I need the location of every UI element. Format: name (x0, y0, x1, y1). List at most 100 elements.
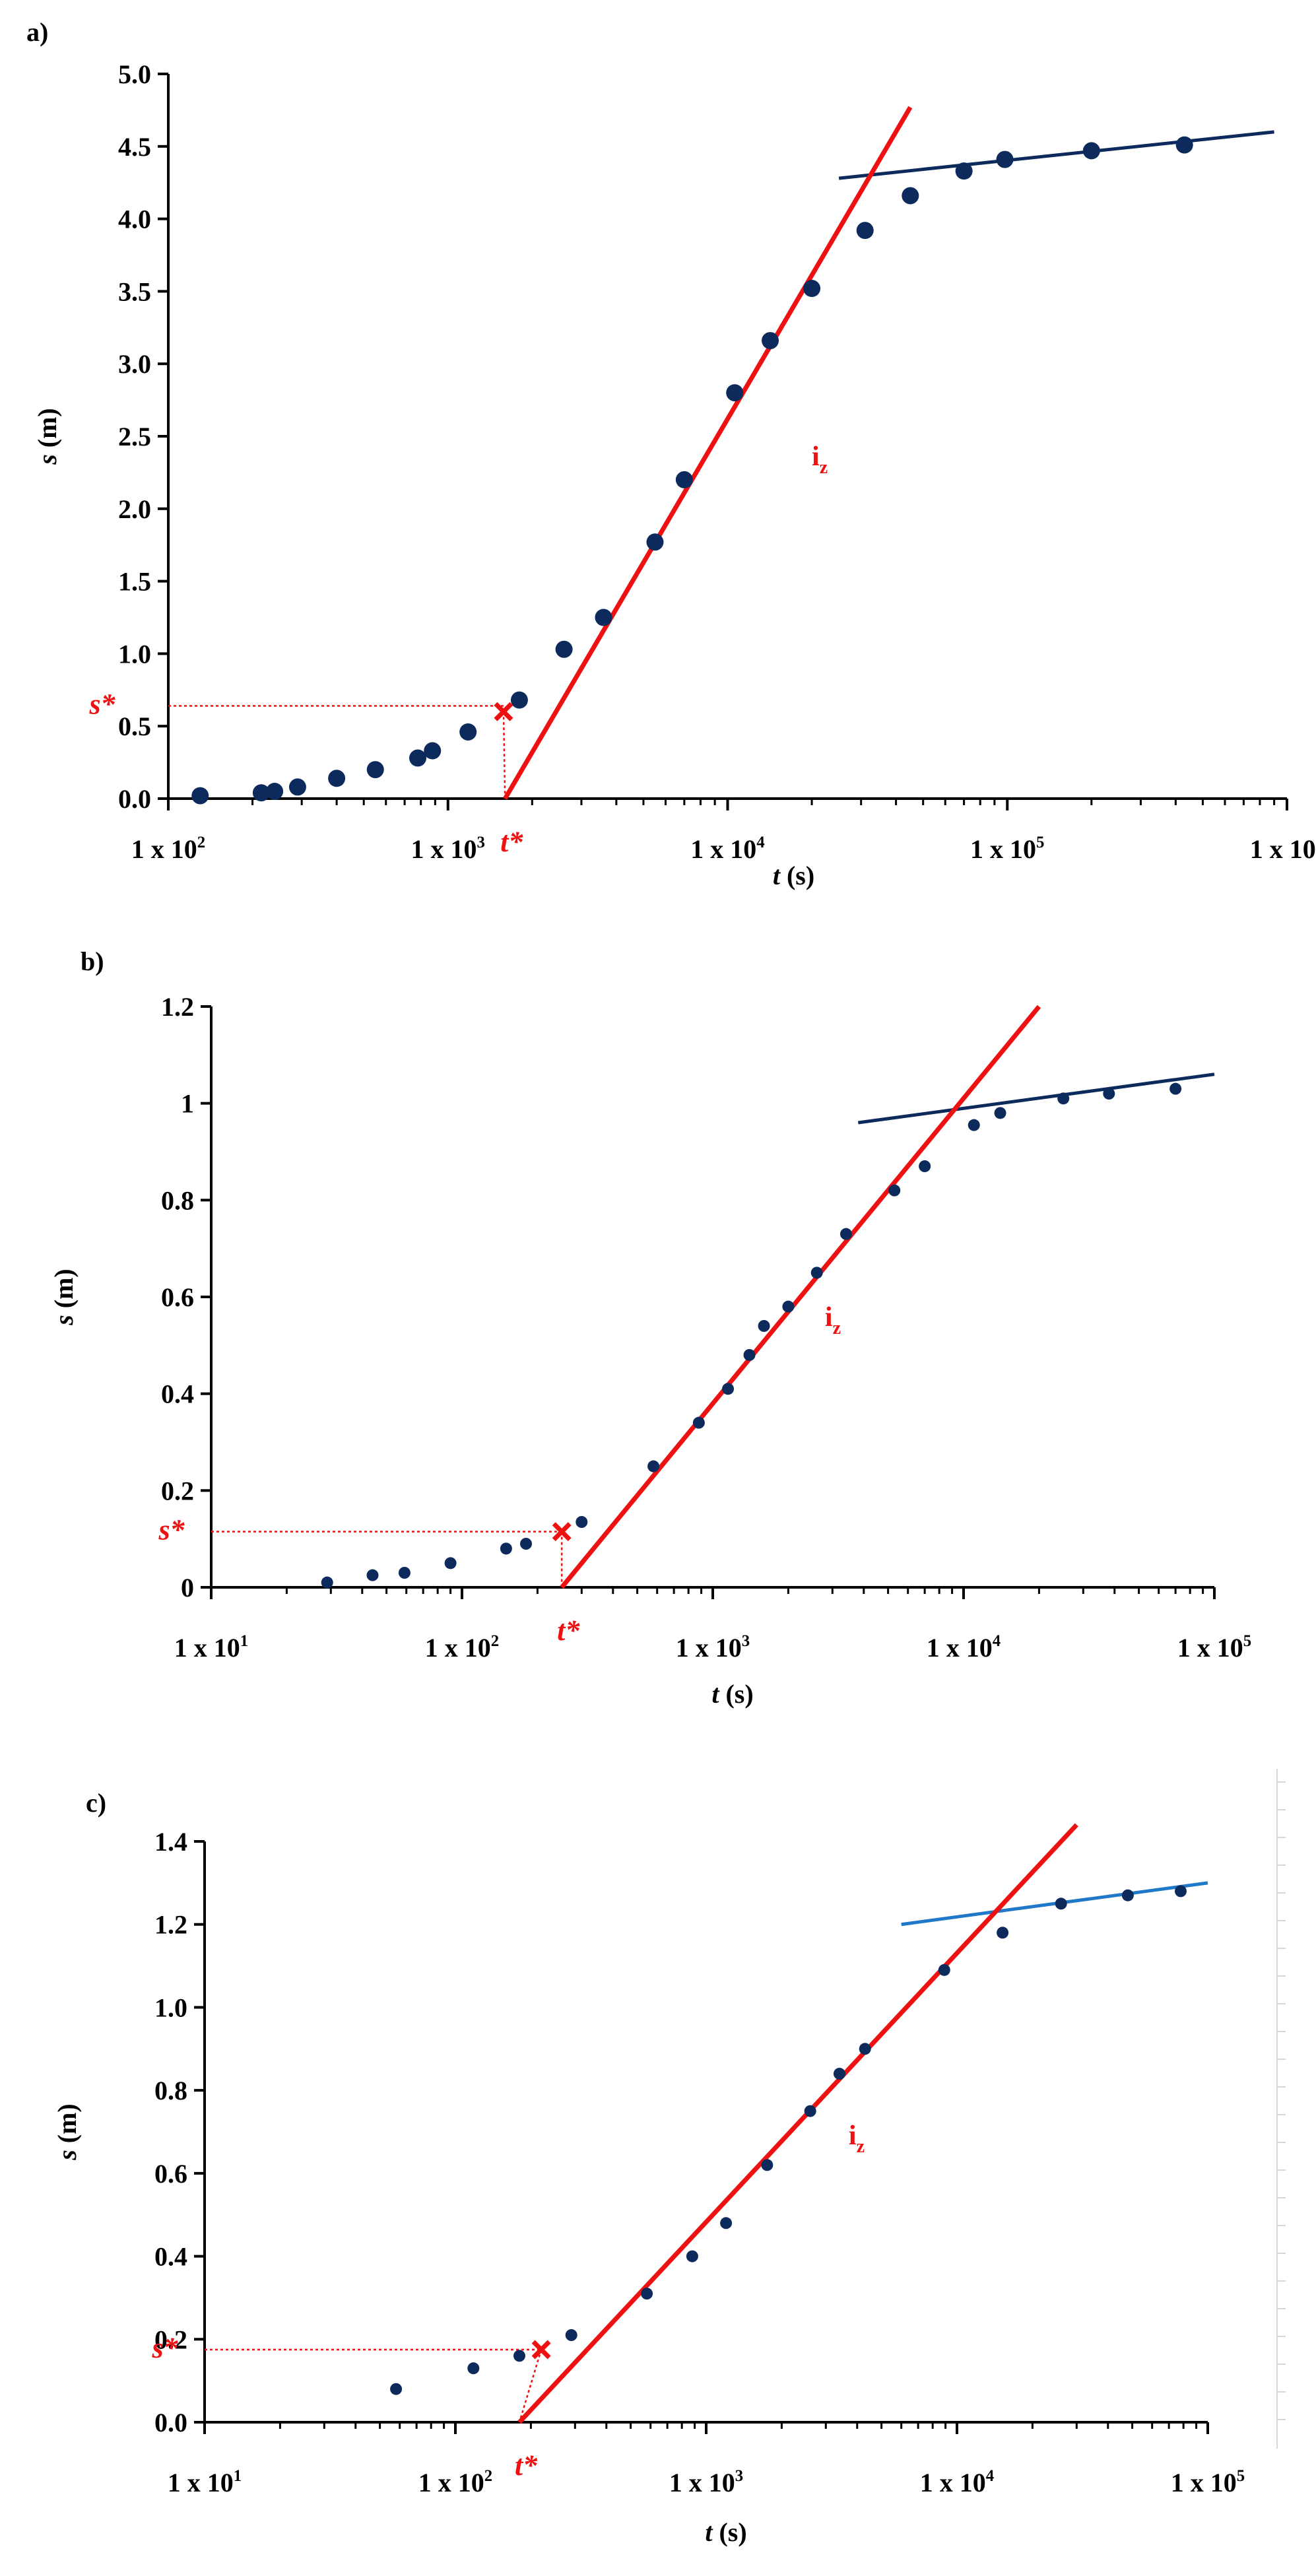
data-point (888, 1184, 901, 1197)
x-tick-label: 1 x 103 (676, 1632, 750, 1663)
data-point (1169, 1082, 1182, 1095)
data-point (968, 1119, 980, 1131)
x-tick-label: 1 x 105 (1177, 1632, 1251, 1663)
data-point (692, 1416, 705, 1429)
data-point (288, 778, 306, 796)
y-tick-label: 1.2 (161, 992, 194, 1022)
x-tick-label: 1 x 104 (690, 834, 764, 864)
chart-panel-b: b) 0 0.2 0.4 0.6 0.8 1 1.2 1 x 101 1 x 102 1 x 103… (49, 946, 1251, 1709)
data-point (839, 1228, 852, 1240)
panel-label: a) (26, 17, 48, 47)
data-point (555, 640, 573, 658)
x-axis-title: t (s) (705, 2517, 746, 2547)
x-tick-label: 1 x 101 (168, 2467, 242, 2497)
y-tick-label: 0 (181, 1573, 194, 1602)
data-point (996, 150, 1014, 168)
data-point (641, 2288, 653, 2300)
y-tick-label: 1.5 (118, 567, 151, 597)
data-point (1103, 1088, 1115, 1100)
x-tick-label: 1 x 105 (1171, 2467, 1245, 2497)
s-star-label: s* (88, 688, 115, 720)
data-point (1082, 142, 1100, 160)
data-point (997, 1927, 1009, 1939)
data-point (1175, 136, 1193, 154)
t-star-guide (502, 711, 506, 799)
data-point (191, 787, 209, 805)
y-tick-label: 0.2 (154, 2325, 187, 2354)
t-star-guide (518, 2349, 543, 2423)
data-point (761, 2159, 773, 2171)
x-tick-label: 1 x 104 (927, 1632, 1001, 1663)
data-point (919, 1160, 931, 1172)
data-point (856, 222, 874, 240)
y-tick-label: 0.2 (161, 1476, 194, 1505)
y-tick-label: 2.0 (118, 494, 151, 524)
y-tick-label: 2.5 (118, 422, 151, 451)
y-tick-label: 0.8 (154, 2076, 187, 2105)
x-tick-label: 1 x 101 (174, 1632, 248, 1663)
s-star-label: s* (151, 2332, 178, 2364)
x-axis-title: t (s) (773, 861, 814, 890)
chart-panel-c: c) 0.0 0.2 0.4 0.6 0.8 1.0 1.2 1.4 1 x 101 1 x 102… (52, 1788, 1245, 2547)
y-tick-label: 0.0 (118, 784, 151, 814)
data-point (398, 1567, 411, 1579)
data-point (1121, 1889, 1134, 1901)
y-tick-label: 1 (181, 1089, 194, 1119)
data-point (321, 1576, 333, 1589)
y-tick-label: 0.4 (154, 2242, 187, 2272)
y-tick-label: 4.5 (118, 132, 151, 162)
data-point (647, 1460, 660, 1472)
x-tick-label: 1 x 102 (418, 2467, 492, 2497)
iz-line (517, 1823, 1078, 2424)
iz-label: iz (812, 442, 828, 478)
data-point (252, 784, 270, 802)
y-tick-label: 0.0 (154, 2408, 187, 2437)
data-point (366, 1569, 379, 1581)
data-point (1057, 1092, 1070, 1105)
chart-panel-a: a) 0.0 0.5 1.0 1.5 2.0 2.5 3.0 3.5 4.0 4.5 5.0 1 x 1… (26, 17, 1316, 890)
iz-line (560, 1005, 1041, 1589)
data-point (955, 162, 973, 180)
x-tick-label: 1 x 106 (1250, 834, 1316, 864)
iz-label: iz (825, 1302, 841, 1338)
y-tick-label: 1.0 (118, 639, 151, 669)
x-tick-label: 1 x 102 (425, 1632, 499, 1663)
y-axis-title: s (m) (52, 2103, 82, 2161)
y-tick-label: 0.5 (118, 711, 151, 741)
data-point (328, 770, 346, 787)
data-point (994, 1107, 1006, 1119)
late-fit-line (857, 1073, 1215, 1125)
data-point (743, 1349, 756, 1361)
data-point (762, 332, 779, 350)
y-axis-title: s (m) (49, 1269, 79, 1326)
data-point (513, 2350, 526, 2362)
data-point (409, 749, 427, 767)
late-fit-line (901, 1881, 1208, 1927)
data-point (459, 723, 477, 741)
x-tick-label: 1 x 102 (131, 834, 205, 864)
y-tick-label: 0.8 (161, 1185, 194, 1215)
intersection-marker (552, 1522, 572, 1542)
data-point (803, 280, 821, 298)
panel-label: b) (81, 946, 104, 976)
y-tick-label: 1.2 (154, 1910, 187, 1940)
data-point (424, 742, 442, 760)
x-tick-label: 1 x 104 (920, 2467, 994, 2497)
data-point (938, 1964, 950, 1976)
y-tick-label: 0.6 (161, 1282, 194, 1312)
y-tick-label: 0.6 (154, 2159, 187, 2189)
data-point (810, 1267, 823, 1279)
data-point (902, 187, 919, 205)
data-point (722, 1383, 735, 1395)
data-point (565, 2329, 577, 2341)
data-point (366, 761, 384, 779)
x-tick-label: 1 x 103 (669, 2467, 743, 2497)
data-point (833, 2068, 845, 2080)
data-point (859, 2043, 871, 2055)
data-point (1174, 1885, 1187, 1898)
data-point (675, 471, 693, 488)
data-point (595, 609, 612, 626)
data-point (467, 2362, 480, 2375)
data-point (686, 2250, 698, 2262)
data-point (444, 1557, 457, 1569)
